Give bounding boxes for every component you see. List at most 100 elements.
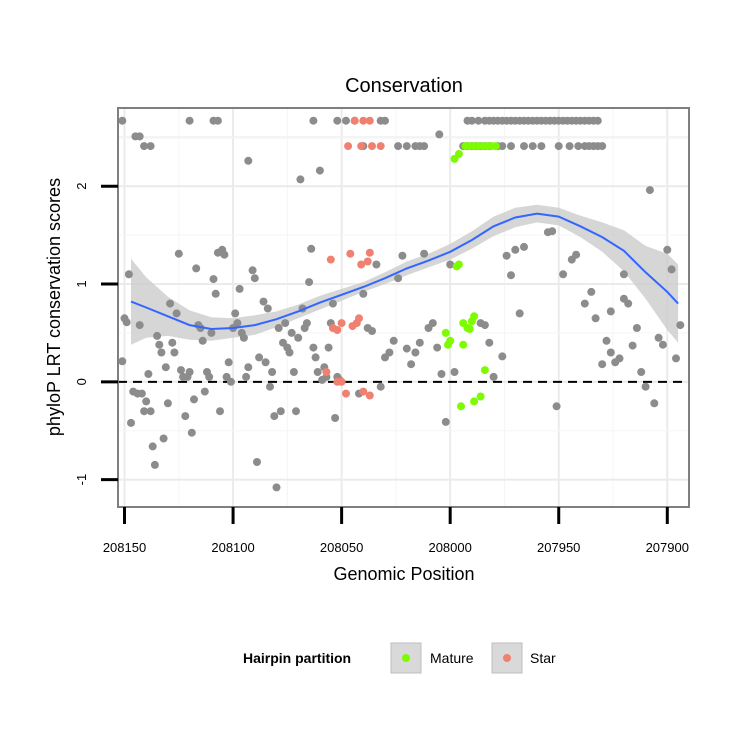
point-other <box>122 318 131 327</box>
x-tick-label: 208000 <box>428 540 471 555</box>
point-star <box>365 116 374 125</box>
point-other <box>474 116 483 125</box>
point-other <box>450 368 459 376</box>
point-other <box>281 319 290 328</box>
point-other <box>580 299 589 308</box>
point-other <box>146 407 155 416</box>
point-other <box>118 116 127 125</box>
point-other <box>161 363 170 372</box>
point-other <box>174 249 183 258</box>
point-other <box>163 399 172 408</box>
point-star <box>346 249 355 258</box>
point-other <box>628 341 637 350</box>
point-other <box>402 344 411 353</box>
point-other <box>242 372 251 381</box>
point-other <box>654 333 663 342</box>
point-other <box>467 116 476 125</box>
point-star <box>365 391 374 400</box>
point-other <box>233 319 242 328</box>
point-star <box>344 142 353 151</box>
legend-label-star: Star <box>530 650 556 666</box>
point-star <box>333 326 342 334</box>
point-other <box>619 270 628 279</box>
point-other <box>502 251 511 260</box>
point-other <box>389 336 398 345</box>
point-other <box>593 116 602 125</box>
point-other <box>140 407 149 416</box>
point-other <box>244 156 253 165</box>
point-star <box>350 116 359 125</box>
point-other <box>587 287 596 296</box>
data-points <box>118 116 685 492</box>
point-other <box>331 414 340 422</box>
point-other <box>394 274 403 283</box>
point-other <box>485 338 494 347</box>
point-other <box>285 348 294 357</box>
point-other <box>311 353 320 362</box>
point-other <box>118 357 127 366</box>
point-other <box>480 321 489 330</box>
x-tick-label: 207950 <box>537 540 580 555</box>
point-other <box>294 333 303 342</box>
point-other <box>574 142 583 151</box>
point-other <box>253 458 261 466</box>
point-other <box>216 407 224 416</box>
point-star <box>376 142 385 151</box>
point-mature <box>444 340 452 349</box>
point-other <box>537 142 546 151</box>
point-other <box>624 299 633 308</box>
point-other <box>381 116 389 125</box>
point-other <box>372 260 381 269</box>
point-other <box>142 397 151 406</box>
point-other <box>598 360 607 369</box>
point-other <box>263 304 272 313</box>
point-other <box>159 434 168 443</box>
point-mature <box>491 142 500 151</box>
point-other <box>315 166 324 175</box>
legend-title: Hairpin partition <box>243 650 351 666</box>
panel-border <box>117 107 690 508</box>
point-other <box>511 245 520 254</box>
point-other <box>359 289 368 298</box>
point-other <box>552 402 561 411</box>
x-tick-label: 207900 <box>646 540 689 555</box>
point-mature <box>470 312 479 321</box>
point-other <box>591 314 600 323</box>
point-other <box>198 336 207 345</box>
point-other <box>520 242 528 251</box>
point-other <box>415 338 424 347</box>
point-other <box>226 377 235 386</box>
legend: Hairpin partition Mature Star <box>243 642 556 674</box>
point-other <box>224 358 233 367</box>
point-star <box>337 319 346 328</box>
point-other <box>150 460 159 469</box>
point-other <box>637 368 646 376</box>
point-other <box>385 348 394 357</box>
point-other <box>324 343 333 352</box>
smooth-fit-line <box>130 212 679 331</box>
point-other <box>255 353 264 362</box>
point-other <box>402 142 411 151</box>
point-other <box>420 249 429 258</box>
point-other <box>663 245 672 254</box>
point-other <box>135 132 144 141</box>
point-other <box>261 358 270 367</box>
y-axis-label: phyloP LRT conservation scores <box>44 178 64 436</box>
point-star <box>363 257 372 266</box>
point-other <box>606 307 615 316</box>
point-other <box>498 352 507 361</box>
point-other <box>632 324 641 332</box>
point-other <box>554 142 563 151</box>
legend-label-mature: Mature <box>430 650 474 666</box>
point-other <box>153 331 162 340</box>
x-tick-label: 208050 <box>320 540 363 555</box>
point-other <box>211 289 220 298</box>
point-mature <box>454 260 463 269</box>
x-axis: 208150 208100 208050 208000 207950 207900 <box>103 507 689 555</box>
point-other <box>144 370 153 378</box>
point-other <box>166 299 175 308</box>
point-other <box>270 412 279 421</box>
point-other <box>187 428 196 437</box>
point-other <box>507 142 515 151</box>
point-other <box>250 274 259 283</box>
